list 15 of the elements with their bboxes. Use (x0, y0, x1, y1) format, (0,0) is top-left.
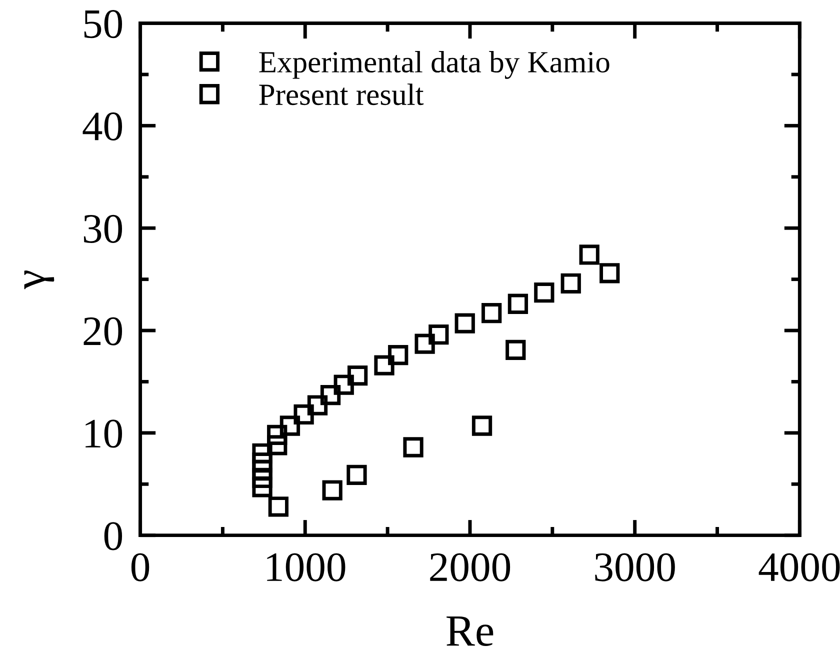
x-tick-label: 4000 (758, 553, 840, 582)
y-tick-label: 40 (82, 112, 122, 141)
y-tick-label: 10 (86, 420, 122, 448)
y-axis-title: γ (24, 270, 54, 290)
y-tick-label: 30 (84, 214, 122, 243)
x-tick-label: 2000 (430, 553, 510, 582)
legend-label: Present result (259, 84, 424, 106)
x-axis-title: Re (446, 616, 494, 646)
x-tick-label: 0 (131, 553, 150, 582)
y-tick-label: 20 (84, 317, 122, 346)
y-tick-label: 50 (84, 10, 122, 38)
x-tick-label: 3000 (595, 553, 675, 582)
x-tick-label: 1000 (267, 553, 346, 582)
y-tick-label: 0 (104, 522, 122, 550)
legend-label: Experimental data by Kamio (259, 51, 610, 79)
